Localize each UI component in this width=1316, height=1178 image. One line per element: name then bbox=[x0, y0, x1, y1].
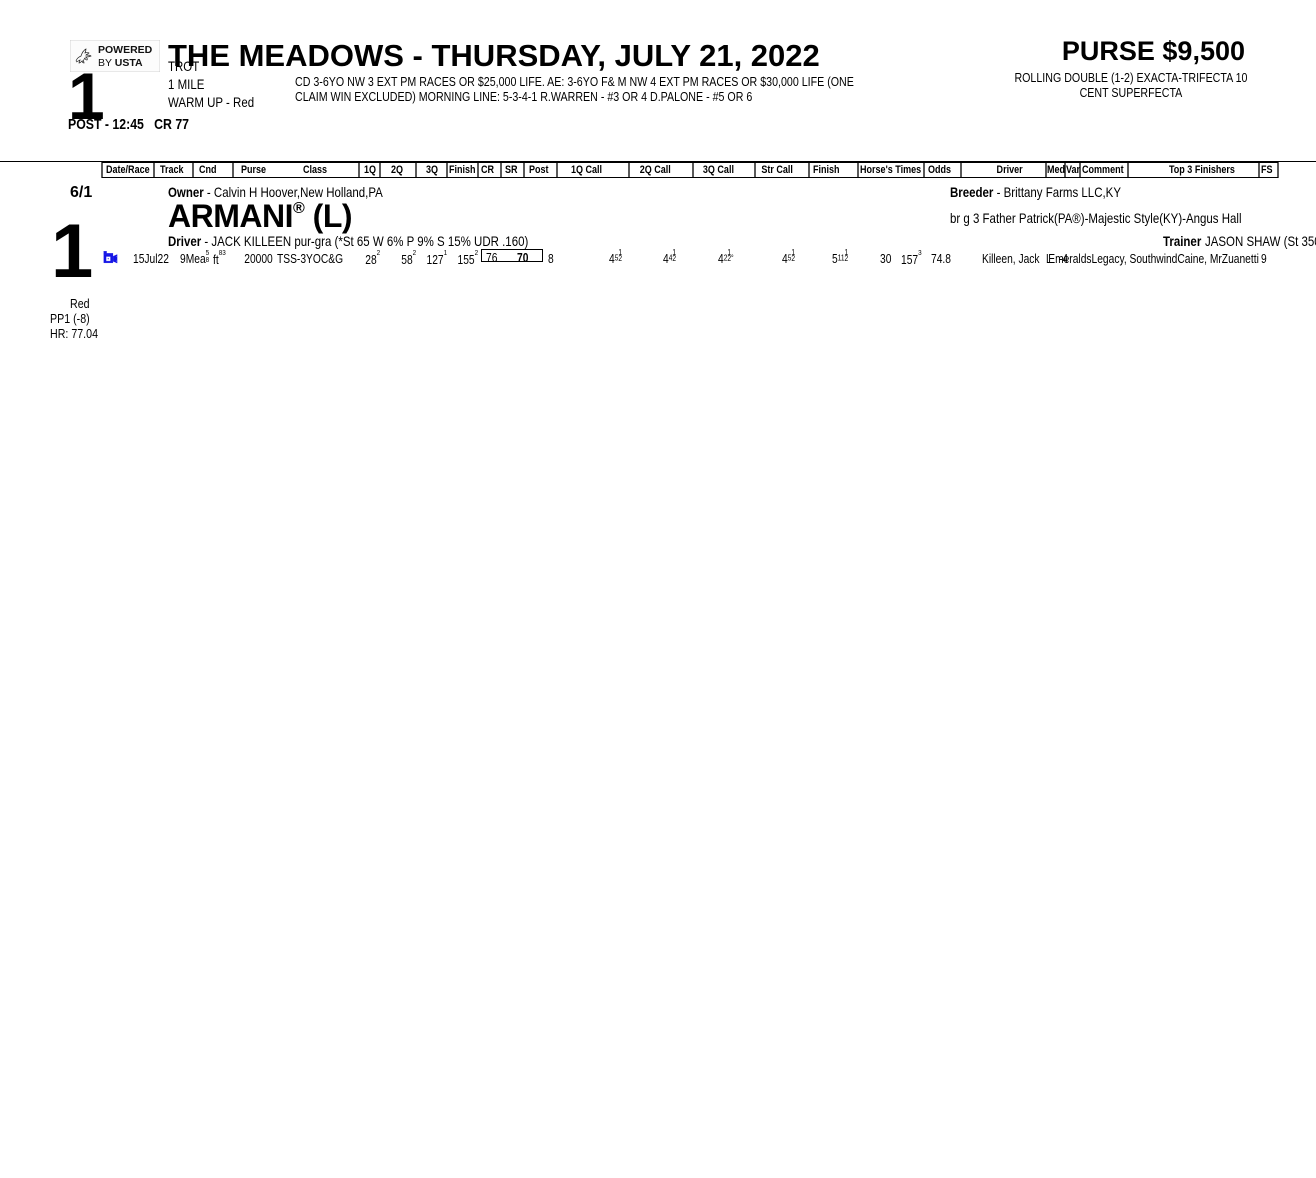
svg-text:POWERED: POWERED bbox=[98, 44, 153, 56]
svg-text:BY USTA: BY USTA bbox=[98, 57, 143, 69]
